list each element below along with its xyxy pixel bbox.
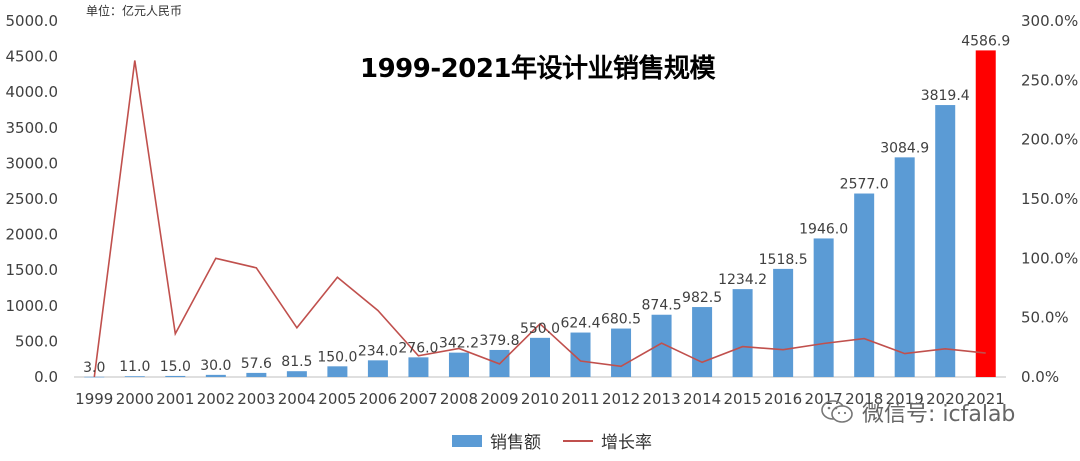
- y-left-tick-label: 500.0: [15, 332, 58, 350]
- bar: [124, 376, 145, 377]
- x-tick-label: 2014: [683, 390, 721, 408]
- x-tick-label: 2003: [237, 390, 275, 408]
- bar-value-label: 1234.2: [718, 272, 767, 288]
- legend: 销售额 增长率: [452, 428, 652, 453]
- bar-value-label: 3819.4: [921, 88, 970, 104]
- bar: [84, 376, 105, 378]
- bar: [448, 352, 469, 377]
- x-tick-label: 2012: [602, 390, 640, 408]
- x-tick-label: 2020: [926, 390, 964, 408]
- x-tick-label: 1999: [75, 390, 113, 408]
- y-left-tick-label: 3500.0: [6, 119, 59, 137]
- x-tick-label: 2011: [561, 390, 599, 408]
- y-left-tick-label: 3000.0: [6, 154, 59, 172]
- bar: [327, 366, 348, 377]
- legend-label-sales: 销售额: [490, 433, 541, 453]
- legend-line-swatch: [563, 439, 593, 442]
- bar-value-label: 150.0: [317, 349, 357, 365]
- x-tick-label: 2019: [886, 390, 924, 408]
- bar-value-label: 81.5: [281, 354, 312, 370]
- y-left-tick-label: 0.0: [34, 368, 58, 386]
- x-tick-label: 2000: [116, 390, 154, 408]
- bar-value-label: 11.0: [119, 359, 150, 375]
- bar-value-label: 1518.5: [759, 252, 808, 268]
- bar-value-label: 624.4: [560, 316, 600, 332]
- bar-value-label: 276.0: [398, 340, 438, 356]
- y-left-tick-label: 4500.0: [6, 48, 59, 66]
- bar: [732, 289, 753, 377]
- bar: [246, 372, 267, 377]
- x-tick-label: 2005: [318, 390, 356, 408]
- y-right-tick-label: 250.0%: [1021, 71, 1078, 89]
- x-tick-label: 2018: [845, 390, 883, 408]
- bar: [854, 193, 875, 377]
- bar: [530, 337, 550, 377]
- x-tick-label: 2008: [440, 390, 478, 408]
- bar-value-label: 15.0: [160, 359, 191, 375]
- y-right-tick-label: 50.0%: [1021, 309, 1069, 327]
- y-right-tick-label: 300.0%: [1021, 12, 1078, 30]
- growth-line: [93, 60, 986, 378]
- legend-bar-swatch: [452, 434, 482, 447]
- bar: [813, 238, 834, 377]
- bar-value-label: 342.2: [439, 336, 479, 352]
- bar: [286, 371, 307, 377]
- legend-label-growth: 增长率: [601, 433, 652, 453]
- y-left-tick-label: 4000.0: [6, 83, 59, 101]
- x-tick-label: 2007: [399, 390, 437, 408]
- bar: [611, 328, 632, 377]
- bar-value-label: 550.0: [520, 321, 560, 337]
- x-tick-label: 2017: [805, 390, 843, 408]
- x-tick-label: 2001: [156, 390, 194, 408]
- bar-value-label: 982.5: [682, 290, 722, 306]
- x-tick-label: 2004: [278, 390, 316, 408]
- bar-value-label: 30.0: [200, 358, 231, 374]
- y-left-tick-label: 2000.0: [6, 226, 59, 244]
- bar: [692, 307, 713, 377]
- watermark: 微信号: icfalab: [820, 396, 1015, 428]
- bar: [773, 268, 794, 377]
- x-tick-label: 2006: [359, 390, 397, 408]
- bar-value-label: 57.6: [241, 356, 272, 372]
- bar: [367, 360, 388, 377]
- bar-value-label: 4586.9: [961, 33, 1010, 49]
- y-left-tick-label: 1000.0: [6, 297, 59, 315]
- x-tick-label: 2002: [197, 390, 235, 408]
- bar: [935, 105, 956, 378]
- unit-label: 单位：亿元人民币: [86, 4, 183, 18]
- y-right-tick-label: 200.0%: [1021, 131, 1078, 149]
- bar: [570, 332, 591, 377]
- y-right-tick-label: 100.0%: [1021, 249, 1078, 267]
- x-tick-label: 2013: [642, 390, 680, 408]
- x-tick-label: 2010: [521, 390, 559, 408]
- bar: [205, 374, 226, 377]
- x-tick-label: 2021: [967, 390, 1005, 408]
- bar: [408, 357, 429, 377]
- bar-value-label: 1946.0: [799, 221, 848, 237]
- x-tick-label: 2009: [480, 390, 518, 408]
- bar-value-label: 379.8: [479, 333, 519, 349]
- bar: [975, 50, 996, 377]
- bar-value-label: 3084.9: [880, 140, 929, 156]
- y-left-tick-label: 2500.0: [6, 190, 59, 208]
- wechat-icon: [821, 400, 853, 423]
- chart-title: 1999-2021年设计业销售规模: [360, 54, 716, 84]
- bar: [651, 314, 672, 377]
- bar-value-label: 680.5: [601, 312, 641, 328]
- bar: [165, 375, 186, 377]
- y-right-tick-label: 150.0%: [1021, 190, 1078, 208]
- x-tick-label: 2015: [724, 390, 762, 408]
- bar-value-label: 234.0: [358, 343, 398, 359]
- y-left-tick-label: 5000.0: [6, 12, 59, 30]
- bar: [894, 157, 915, 377]
- x-tick-label: 2016: [764, 390, 802, 408]
- y-left-tick-label: 1500.0: [6, 261, 59, 279]
- y-right-tick-label: 0.0%: [1021, 368, 1059, 386]
- bar-value-label: 874.5: [642, 298, 682, 314]
- bar-value-label: 3.0: [83, 360, 105, 376]
- bar-value-label: 2577.0: [840, 177, 889, 193]
- watermark-text: 微信号: icfalab: [862, 402, 1016, 427]
